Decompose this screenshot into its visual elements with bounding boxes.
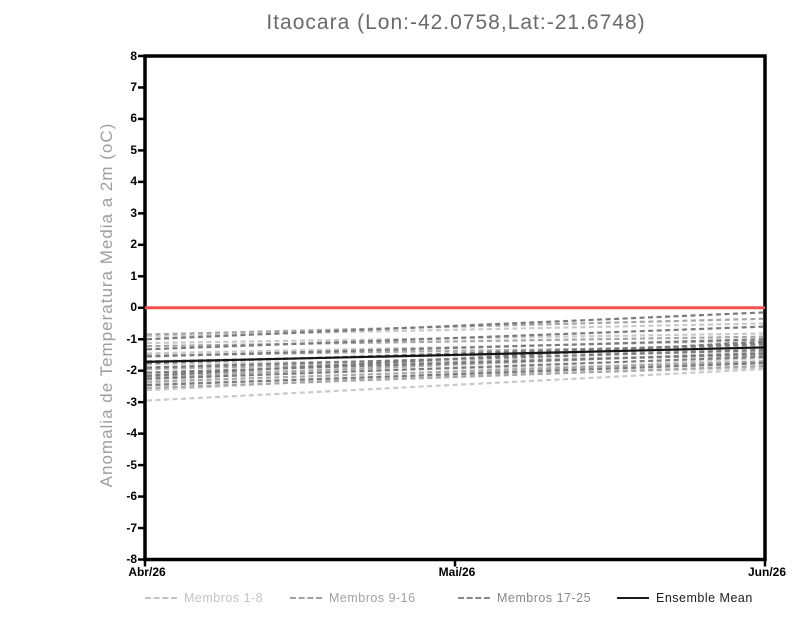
y-tick-label: -6 — [126, 489, 137, 504]
y-tick-label: -3 — [126, 394, 137, 409]
solid-line-swatch-icon — [617, 597, 649, 599]
x-tick-label: Jun/26 — [747, 565, 786, 579]
y-tick-label: 0 — [130, 300, 137, 315]
ensemble-member-line — [146, 311, 764, 341]
y-tick-label: 4 — [130, 174, 137, 189]
y-tick-label: 3 — [130, 205, 137, 220]
legend-label: Membros 1-8 — [184, 591, 264, 605]
dashed-line-swatch-icon — [145, 597, 177, 599]
ensemble-member-line — [146, 362, 764, 387]
y-tick-label: 2 — [130, 237, 137, 252]
y-tick-label: -5 — [126, 457, 137, 472]
y-tick-label: -1 — [126, 331, 137, 346]
legend-item: Membros 9-16 — [290, 589, 416, 605]
ensemble-member-line — [146, 340, 764, 377]
dashed-line-swatch-icon — [290, 597, 322, 599]
ensemble-member-line — [146, 364, 764, 390]
ensemble-member-line — [146, 368, 764, 402]
ensemble-member-line — [146, 366, 764, 386]
ensemble-member-line — [146, 355, 764, 380]
y-tick-label: 1 — [130, 268, 137, 283]
ensemble-member-line — [146, 352, 764, 374]
y-tick-label: 5 — [130, 142, 137, 157]
y-tick-label: -4 — [126, 426, 137, 441]
legend-item: Membros 1-8 — [145, 589, 263, 605]
y-tick-label: 7 — [130, 79, 137, 94]
legend-label: Ensemble Mean — [656, 591, 753, 605]
y-tick-label: 6 — [130, 111, 137, 126]
ensemble-mean-line — [144, 346, 766, 363]
ensemble-member-line — [146, 325, 764, 351]
ensemble-member-line — [146, 338, 764, 358]
dashed-line-swatch-icon — [458, 597, 490, 599]
legend-label: Membros 9-16 — [329, 591, 416, 605]
ensemble-member-line — [146, 360, 764, 383]
y-tick-label: 8 — [130, 48, 137, 63]
x-tick-label: Abr/26 — [128, 565, 166, 579]
legend-label: Membros 17-25 — [497, 591, 592, 605]
legend-item: Ensemble Mean — [617, 589, 753, 605]
y-tick-label: -7 — [126, 520, 137, 535]
legend-item: Membros 17-25 — [458, 589, 591, 605]
y-tick-label: -8 — [126, 552, 137, 566]
chart-title: Itaocara (Lon:-42.0758,Lat:-21.6748) — [266, 11, 646, 34]
x-tick-label: Mai/26 — [438, 565, 476, 579]
y-tick-label: -2 — [126, 363, 137, 378]
